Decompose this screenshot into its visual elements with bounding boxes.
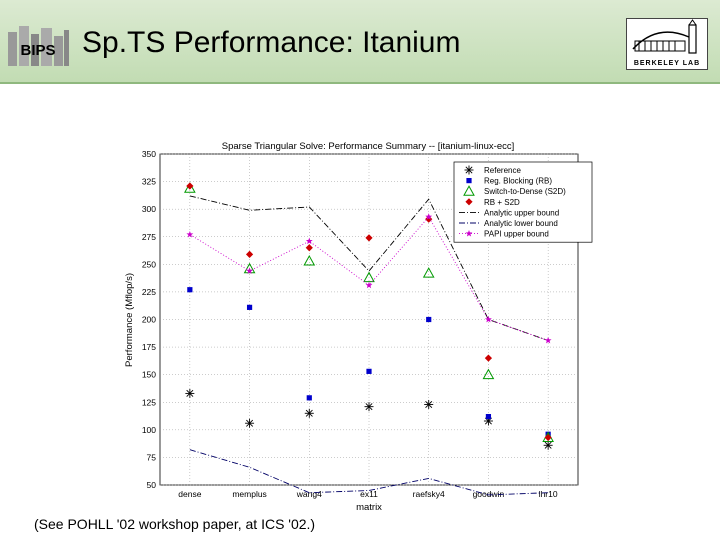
legend-label: Switch-to-Dense (S2D) — [484, 187, 566, 196]
rb-s2d-point — [305, 244, 313, 252]
reg-blocking-rb-point — [187, 287, 193, 293]
legend-marker-swatch — [466, 178, 472, 184]
reference-point — [364, 402, 374, 412]
legend-label: PAPI upper bound — [484, 230, 549, 239]
switch-to-dense-s2d-point — [422, 267, 435, 278]
legend-label: Analytic upper bound — [484, 208, 559, 217]
bips-buildings-icon — [8, 26, 69, 66]
switch-to-dense-s2d-point — [303, 254, 316, 266]
legend-marker-swatch — [464, 165, 474, 175]
y-axis-ticks: 50 75 100 125 150 175 200 225 250 275 300 325 350 — [142, 149, 156, 490]
legend-label: Reference — [484, 166, 521, 175]
y-tick-label: 200 — [142, 315, 156, 325]
legend-entry: Reference — [464, 165, 521, 175]
papi-upper-bound-point — [544, 336, 552, 344]
y-tick-label: 75 — [147, 452, 157, 462]
rb-s2d-point — [365, 234, 373, 242]
legend-label: Reg. Blocking (RB) — [484, 177, 552, 186]
series-switch-to-dense-s2d — [184, 182, 554, 443]
switch-to-dense-s2d-point — [482, 368, 495, 380]
y-tick-label: 100 — [142, 425, 156, 435]
legend-box — [453, 161, 593, 243]
y-tick-label: 50 — [147, 480, 157, 490]
y-tick-label: 350 — [142, 149, 156, 159]
footnote: (See POHLL '02 workshop paper, at ICS '0… — [34, 516, 316, 532]
reg-blocking-rb-point — [246, 304, 253, 310]
legend-entry: Analytic lower bound — [459, 219, 558, 228]
papi-upper-bound-point — [485, 315, 492, 323]
rb-s2d-point — [186, 182, 194, 190]
y-tick-label: 225 — [142, 287, 156, 297]
chart-title: Sparse Triangular Solve: Performance Sum… — [222, 141, 515, 152]
papi-upper-bound-point — [425, 213, 433, 220]
switch-to-dense-s2d-point — [243, 262, 256, 274]
series-group — [184, 182, 554, 496]
legend-marker-swatch — [463, 185, 475, 196]
reg-blocking-rb-point — [485, 413, 492, 420]
berkeley-lab-logo: BERKELEY LAB — [626, 18, 708, 70]
bips-logo-text: BIPS — [20, 42, 56, 59]
x-axis-label: matrix — [356, 502, 382, 513]
x-tick-label: ex11 — [360, 489, 378, 499]
reference-point — [304, 408, 314, 418]
analytic-lower-bound-line — [189, 449, 549, 496]
y-tick-label: 325 — [142, 177, 156, 187]
legend-entry: PAPI upper bound — [459, 230, 549, 239]
switch-to-dense-s2d-point — [184, 182, 196, 193]
reg-blocking-rb-point — [366, 368, 372, 374]
reference-point — [185, 388, 195, 398]
performance-chart: Sparse Triangular Solve: Performance Sum… — [118, 132, 598, 514]
papi-upper-bound-point — [365, 281, 373, 289]
x-tick-label: lhr10 — [539, 489, 558, 499]
legend-marker-swatch — [465, 230, 473, 237]
y-tick-label: 175 — [142, 342, 156, 352]
chart-svg: Sparse Triangular Solve: Performance Sum… — [124, 141, 593, 513]
x-tick-label: memplus — [232, 489, 266, 499]
x-tick-label: dense — [178, 489, 201, 499]
switch-to-dense-s2d-point — [363, 271, 375, 283]
rb-s2d-point — [544, 433, 552, 442]
x-tick-label: raefsky4 — [413, 489, 445, 499]
slide-header — [0, 0, 720, 82]
series-reference — [185, 388, 553, 450]
legend-entry: RB + S2D — [465, 198, 520, 207]
campanile-icon — [632, 19, 697, 54]
header-divider — [0, 82, 720, 84]
legend-label: RB + S2D — [484, 198, 520, 207]
berkeley-lab-logo-text: BERKELEY LAB — [633, 60, 701, 67]
y-tick-label: 250 — [142, 259, 156, 269]
papi-upper-bound-point — [305, 237, 313, 245]
legend-entry: Analytic upper bound — [459, 208, 559, 217]
papi-upper-bound-point — [186, 230, 194, 238]
legend-marker-swatch — [465, 198, 473, 206]
x-axis-ticks: dense memplus wang4 ex11 raefsky4 goodwin lhr1… — [178, 489, 558, 499]
legend-label: Analytic lower bound — [484, 219, 558, 228]
x-tick-label: goodwin — [473, 489, 505, 499]
y-tick-label: 300 — [142, 204, 156, 214]
legend: Reference Reg. Blocking (RB)Switch-to-Den… — [453, 161, 593, 243]
bips-logo: BIPS — [6, 24, 70, 68]
y-axis-label: Performance (Mflop/s) — [124, 273, 135, 367]
y-tick-label: 275 — [142, 232, 156, 242]
y-tick-label: 125 — [142, 397, 156, 407]
series-analytic-lower-bound — [189, 449, 549, 496]
page-title: Sp.TS Performance: Itanium — [82, 26, 461, 59]
reg-blocking-rb-point — [306, 395, 312, 401]
reference-point — [424, 399, 434, 409]
reference-point — [543, 440, 553, 450]
y-tick-label: 150 — [142, 370, 156, 380]
legend-entry: Reg. Blocking (RB) — [466, 177, 552, 186]
reg-blocking-rb-point — [426, 316, 432, 323]
series-papi-upper-bound — [186, 213, 552, 344]
reference-point — [245, 418, 255, 428]
papi-upper-bound-point — [246, 267, 253, 274]
x-tick-label: wang4 — [296, 489, 322, 499]
legend-entry: Switch-to-Dense (S2D) — [463, 185, 566, 196]
